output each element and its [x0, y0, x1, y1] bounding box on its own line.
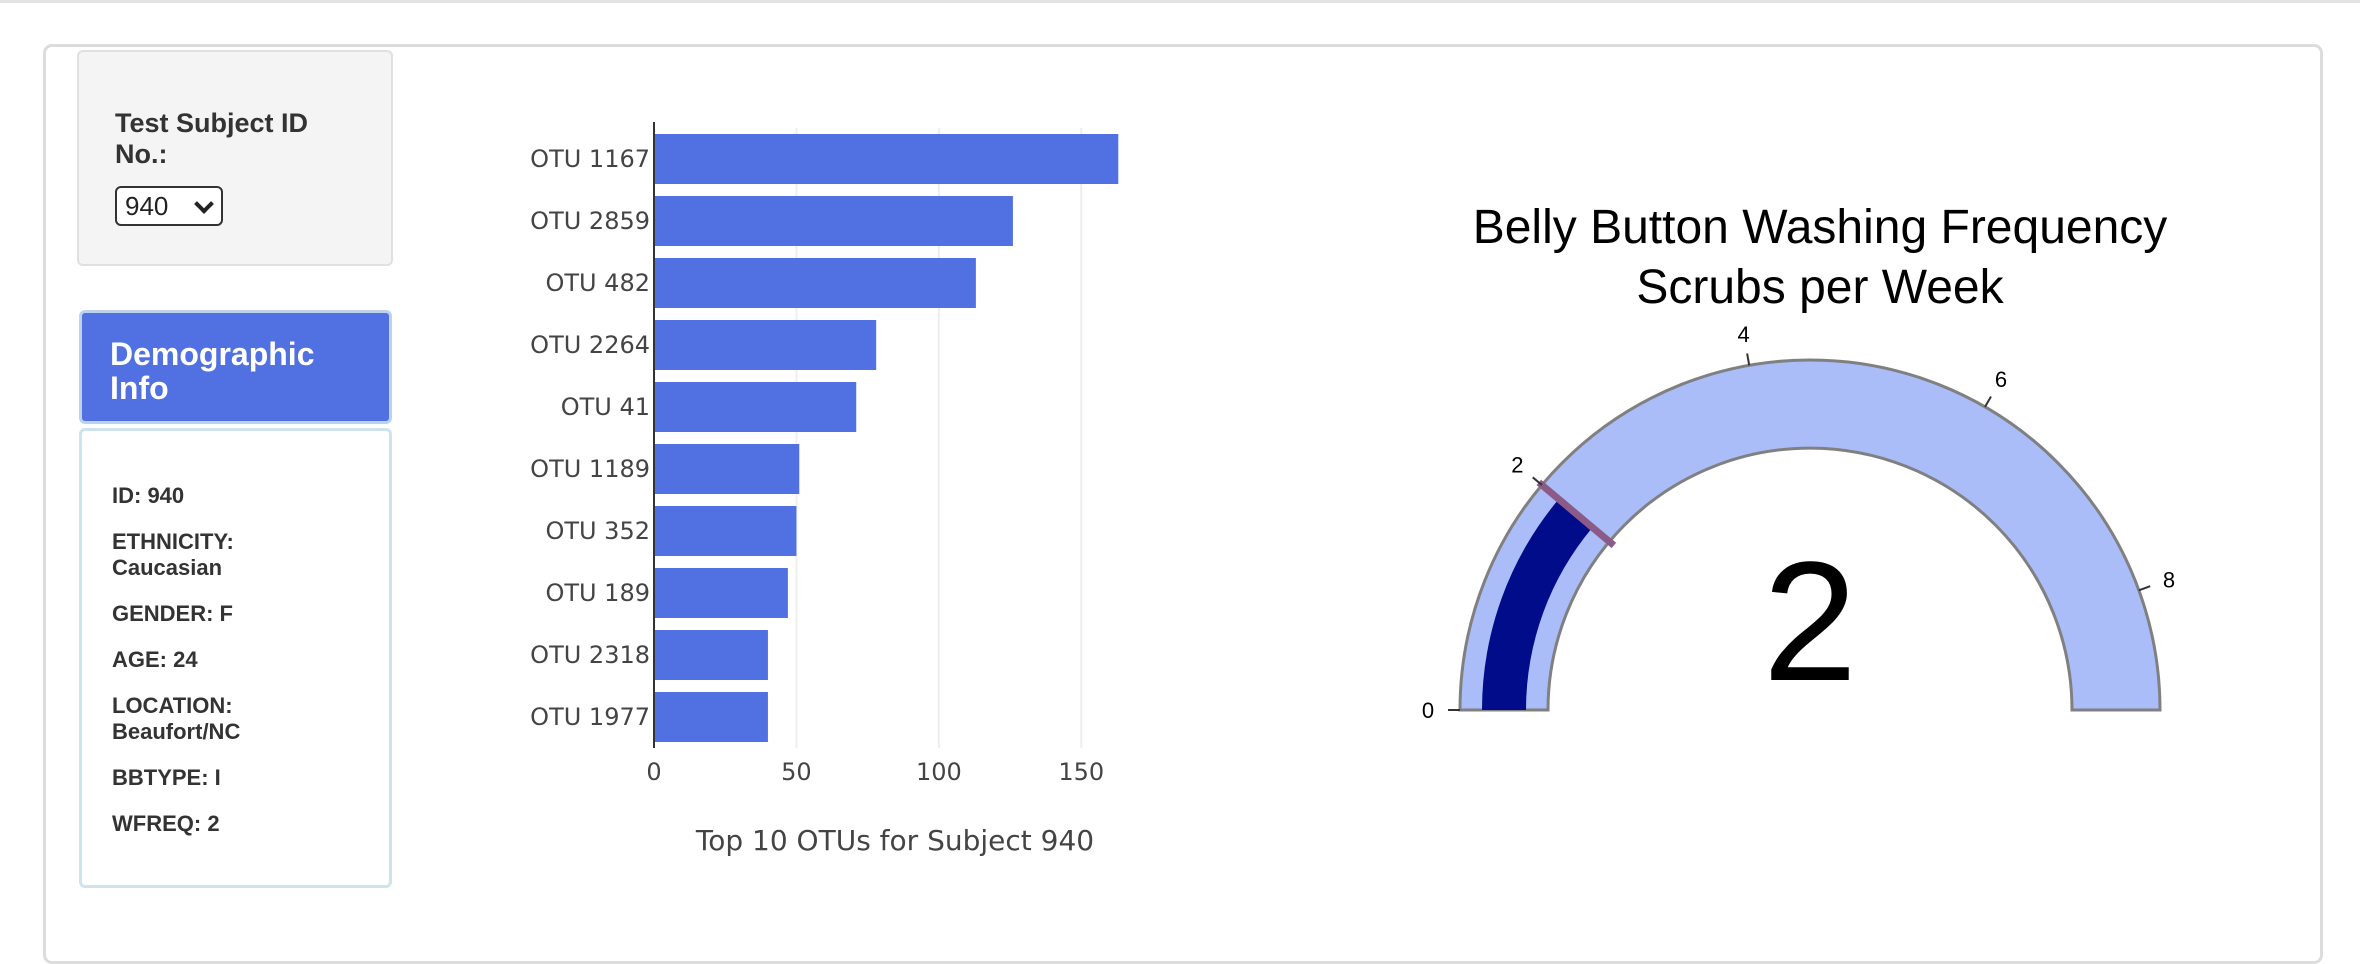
bar: [654, 134, 1119, 184]
demographic-id: ID: 940: [112, 483, 185, 508]
gauge-title-line: Belly Button Washing Frequency: [1472, 201, 2168, 254]
demographic-ethnicity: ETHNICITY: Caucasian: [112, 529, 234, 580]
bar: [654, 258, 976, 308]
y-tick-label: OTU 2318: [530, 641, 650, 669]
gauge-tick: [1532, 476, 1543, 486]
demographic-location: LOCATION: Beaufort/NC: [112, 693, 241, 744]
x-tick-label: 100: [916, 758, 962, 786]
y-tick-label: OTU 1189: [530, 455, 650, 483]
y-tick-label: OTU 1977: [530, 703, 650, 731]
gauge-track: [1458, 358, 2162, 712]
subject-id-selected-value: 940: [125, 190, 169, 221]
demographic-info-panel: ID: 940 ETHNICITY: Caucasian GENDER: F A…: [79, 428, 392, 888]
bar: [654, 196, 1013, 246]
bar: [654, 444, 800, 494]
gauge-value-number: 2: [1763, 527, 1858, 717]
washing-frequency-gauge: 0 2 4 6 8 2: [1422, 322, 2175, 723]
gauge-title: Belly Button Washing Frequency Scrubs pe…: [1380, 198, 2260, 318]
gauge-tick-label: 8: [2163, 567, 2175, 592]
y-tick-label: OTU 1167: [530, 145, 650, 173]
y-tick-label: OTU 482: [545, 269, 650, 297]
gauge-tick: [2138, 585, 2151, 592]
x-tick-label: 50: [781, 758, 812, 786]
demographic-info-header: Demographic Info: [79, 310, 392, 424]
subject-id-dropdown[interactable]: 940: [115, 186, 223, 226]
subject-selector-well: Test Subject ID No.: 940: [77, 50, 393, 266]
demographic-bbtype: BBTYPE: I: [112, 765, 221, 790]
bar: [654, 320, 877, 370]
bar: [654, 568, 788, 618]
y-tick-label: OTU 2264: [530, 331, 650, 359]
gauge-tick-label: 6: [1995, 367, 2007, 392]
y-tick-label: OTU 189: [545, 579, 650, 607]
subject-selector-label: Test Subject ID No.:: [115, 108, 309, 169]
gauge-tick: [1984, 395, 1992, 408]
gauge-tick: [1746, 353, 1751, 366]
bar: [654, 692, 768, 742]
demographic-gender: GENDER: F: [112, 601, 233, 626]
x-tick-label: 150: [1058, 758, 1104, 786]
gauge-subtitle-line: Scrubs per Week: [1636, 261, 2004, 314]
bar: [654, 630, 768, 680]
gauge-threshold-marker: [1536, 479, 1617, 549]
gauge-tick-label: 2: [1511, 452, 1523, 477]
gauge-tick-label: 4: [1738, 322, 1750, 347]
y-tick-label: OTU 2859: [530, 207, 650, 235]
y-tick-label: OTU 352: [545, 517, 650, 545]
gauge-tick-label: 0: [1422, 698, 1434, 723]
x-tick-label: 0: [646, 758, 661, 786]
demographic-age: AGE: 24: [112, 647, 198, 672]
top-otus-bar-chart: 0 50 100 150 OTU 1167 OTU 2859 OTU 482 OTU 2264…: [530, 122, 1119, 857]
bar: [654, 382, 857, 432]
dashboard-panel: [43, 44, 2323, 964]
chevron-down-icon: [194, 194, 214, 214]
y-tick-label: OTU 41: [561, 393, 650, 421]
bar-chart-title: Top 10 OTUs for Subject 940: [695, 824, 1094, 857]
bar: [654, 506, 797, 556]
gauge-value-bar: [1482, 499, 1593, 710]
demographic-wfreq: WFREQ: 2: [112, 811, 220, 836]
top-divider: [0, 0, 2360, 3]
